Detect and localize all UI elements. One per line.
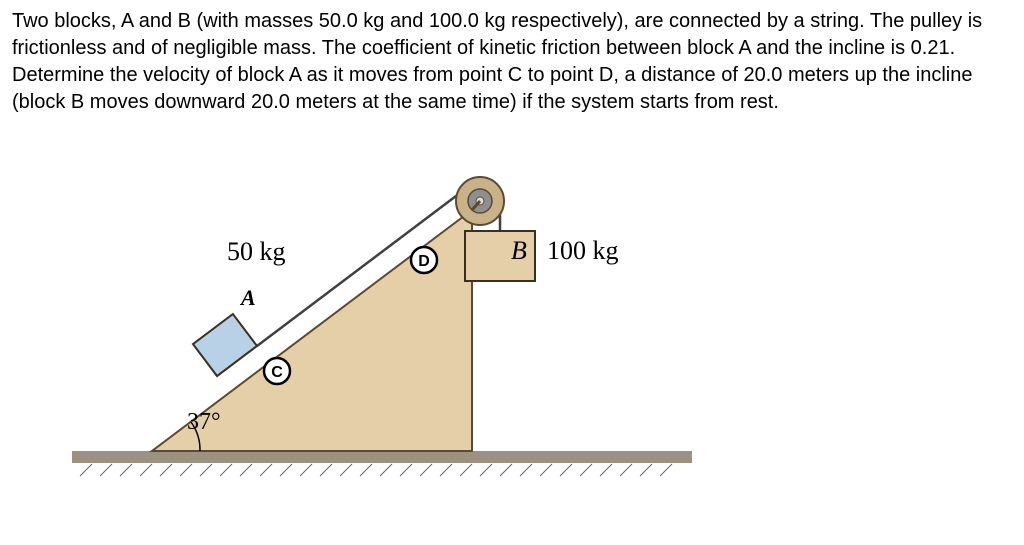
- problem-statement: Two blocks, A and B (with masses 50.0 kg…: [12, 8, 1012, 116]
- mass-a-label: 50 kg: [227, 234, 286, 269]
- mass-b-label: 100 kg: [547, 233, 619, 268]
- floor: [72, 451, 692, 463]
- block-a-label: A: [241, 283, 256, 313]
- pulley: [456, 177, 504, 225]
- point-c-marker: C: [264, 358, 290, 384]
- svg-text:C: C: [271, 364, 283, 381]
- angle-label: 37°: [187, 406, 221, 438]
- svg-text:D: D: [418, 253, 430, 270]
- block-a: [193, 314, 257, 376]
- point-d-marker: D: [411, 247, 437, 273]
- incline-svg: C D: [72, 136, 692, 506]
- physics-diagram: C D 50 kg A B 100 kg 37°: [12, 136, 1012, 516]
- block-b-label: B: [511, 233, 527, 268]
- floor-hatching: [80, 464, 672, 476]
